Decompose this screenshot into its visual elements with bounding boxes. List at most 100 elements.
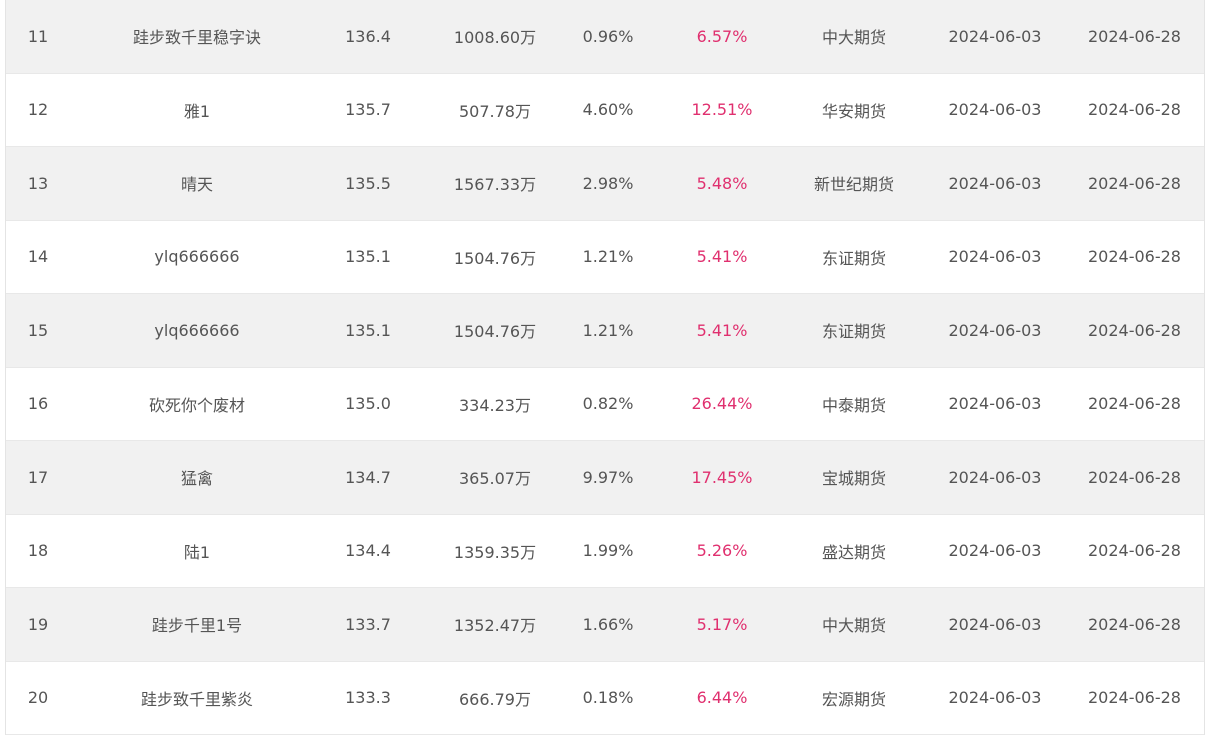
name-cell: ylq666666 xyxy=(154,247,240,267)
table-row: 12 雅1 135.7 507.78万 4.60% 12.51% 华安期货 20… xyxy=(6,73,1204,147)
broker-cell: 盛达期货 xyxy=(821,542,886,562)
table-row: 19 跬步千里1号 133.7 1352.47万 1.66% 5.17% 中大期… xyxy=(6,588,1204,662)
return-cell: 5.41% xyxy=(696,320,748,340)
drawdown-cell: 2.98% xyxy=(582,173,634,193)
drawdown-cell: 0.18% xyxy=(582,688,634,708)
end-date-cell: 2024-06-28 xyxy=(1088,100,1180,120)
equity-cell: 334.23万 xyxy=(459,395,531,415)
broker-cell: 中泰期货 xyxy=(821,395,886,415)
score-cell: 135.7 xyxy=(345,100,391,120)
equity-cell: 1567.33万 xyxy=(453,175,537,195)
broker-cell: 东证期货 xyxy=(821,248,886,268)
rank-cell: 12 xyxy=(27,100,49,120)
drawdown-cell: 9.97% xyxy=(582,467,634,487)
end-date-cell: 2024-06-28 xyxy=(1088,247,1180,267)
broker-cell: 华安期货 xyxy=(821,101,886,121)
return-cell: 5.26% xyxy=(696,541,748,561)
name-cell: 晴天 xyxy=(180,175,213,195)
score-cell: 133.3 xyxy=(345,688,391,708)
rank-cell: 11 xyxy=(27,26,49,46)
score-cell: 134.7 xyxy=(345,467,391,487)
score-cell: 134.4 xyxy=(345,541,391,561)
drawdown-cell: 4.60% xyxy=(582,100,634,120)
start-date-cell: 2024-06-03 xyxy=(948,100,1042,120)
name-cell: ylq666666 xyxy=(154,320,240,340)
drawdown-cell: 0.96% xyxy=(582,26,634,46)
drawdown-cell: 1.99% xyxy=(582,541,634,561)
table-row: 11 跬步致千里稳字诀 136.4 1008.60万 0.96% 6.57% 中… xyxy=(6,0,1204,74)
rank-cell: 18 xyxy=(27,541,49,561)
end-date-cell: 2024-06-28 xyxy=(1088,467,1180,487)
start-date-cell: 2024-06-03 xyxy=(948,247,1042,267)
broker-cell: 中大期货 xyxy=(821,616,886,636)
return-cell: 5.41% xyxy=(696,247,748,267)
rank-cell: 20 xyxy=(27,688,49,708)
end-date-cell: 2024-06-28 xyxy=(1088,320,1180,340)
broker-cell: 宝城期货 xyxy=(821,469,886,489)
start-date-cell: 2024-06-03 xyxy=(948,26,1042,46)
rank-cell: 19 xyxy=(27,614,49,634)
return-cell: 6.44% xyxy=(696,688,748,708)
broker-cell: 宏源期货 xyxy=(821,689,886,709)
name-cell: 砍死你个废材 xyxy=(148,395,245,415)
table-row: 15 ylq666666 135.1 1504.76万 1.21% 5.41% … xyxy=(6,294,1204,368)
table-row: 17 猛禽 134.7 365.07万 9.97% 17.45% 宝城期货 20… xyxy=(6,441,1204,515)
rank-cell: 14 xyxy=(27,247,49,267)
equity-cell: 1504.76万 xyxy=(453,322,537,342)
table-row: 20 跬步致千里紫炎 133.3 666.79万 0.18% 6.44% 宏源期… xyxy=(6,661,1204,735)
start-date-cell: 2024-06-03 xyxy=(948,688,1042,708)
drawdown-cell: 1.66% xyxy=(582,614,634,634)
broker-cell: 新世纪期货 xyxy=(813,175,894,195)
rank-cell: 15 xyxy=(27,320,49,340)
broker-cell: 中大期货 xyxy=(821,28,886,48)
start-date-cell: 2024-06-03 xyxy=(948,614,1042,634)
return-cell: 6.57% xyxy=(696,26,748,46)
equity-cell: 1352.47万 xyxy=(453,616,537,636)
score-cell: 135.5 xyxy=(345,173,391,193)
broker-cell: 东证期货 xyxy=(821,322,886,342)
equity-cell: 365.07万 xyxy=(459,469,531,489)
score-cell: 135.1 xyxy=(345,320,391,340)
score-cell: 133.7 xyxy=(345,614,391,634)
name-cell: 跬步致千里稳字诀 xyxy=(132,28,261,48)
return-cell: 12.51% xyxy=(691,100,753,120)
score-cell: 135.0 xyxy=(345,394,391,414)
equity-cell: 507.78万 xyxy=(459,101,531,121)
equity-cell: 666.79万 xyxy=(459,689,531,709)
rank-cell: 13 xyxy=(27,173,49,193)
score-cell: 136.4 xyxy=(345,26,391,46)
rank-cell: 16 xyxy=(27,394,49,414)
table-row: 13 晴天 135.5 1567.33万 2.98% 5.48% 新世纪期货 2… xyxy=(6,147,1204,221)
end-date-cell: 2024-06-28 xyxy=(1088,173,1180,193)
name-cell: 猛禽 xyxy=(180,469,213,489)
end-date-cell: 2024-06-28 xyxy=(1088,394,1180,414)
equity-cell: 1359.35万 xyxy=(453,542,537,562)
name-cell: 跬步千里1号 xyxy=(151,616,243,636)
return-cell: 26.44% xyxy=(691,394,753,414)
equity-cell: 1008.60万 xyxy=(453,28,537,48)
start-date-cell: 2024-06-03 xyxy=(948,320,1042,340)
return-cell: 5.48% xyxy=(696,173,748,193)
equity-cell: 1504.76万 xyxy=(453,248,537,268)
end-date-cell: 2024-06-28 xyxy=(1088,541,1180,561)
return-cell: 5.17% xyxy=(696,614,748,634)
end-date-cell: 2024-06-28 xyxy=(1088,688,1180,708)
table-row: 14 ylq666666 135.1 1504.76万 1.21% 5.41% … xyxy=(6,220,1204,294)
name-cell: 跬步致千里紫炎 xyxy=(140,689,253,709)
start-date-cell: 2024-06-03 xyxy=(948,467,1042,487)
ranking-table: 11 跬步致千里稳字诀 136.4 1008.60万 0.96% 6.57% 中… xyxy=(5,0,1205,735)
table-row: 18 陆1 134.4 1359.35万 1.99% 5.26% 盛达期货 20… xyxy=(6,514,1204,588)
drawdown-cell: 1.21% xyxy=(582,320,634,340)
name-cell: 陆1 xyxy=(183,542,211,562)
score-cell: 135.1 xyxy=(345,247,391,267)
end-date-cell: 2024-06-28 xyxy=(1088,614,1180,634)
rank-cell: 17 xyxy=(27,467,49,487)
start-date-cell: 2024-06-03 xyxy=(948,541,1042,561)
drawdown-cell: 0.82% xyxy=(582,394,634,414)
end-date-cell: 2024-06-28 xyxy=(1088,26,1180,46)
start-date-cell: 2024-06-03 xyxy=(948,394,1042,414)
start-date-cell: 2024-06-03 xyxy=(948,173,1042,193)
name-cell: 雅1 xyxy=(183,101,211,121)
return-cell: 17.45% xyxy=(691,467,753,487)
table-row: 16 砍死你个废材 135.0 334.23万 0.82% 26.44% 中泰期… xyxy=(6,367,1204,441)
